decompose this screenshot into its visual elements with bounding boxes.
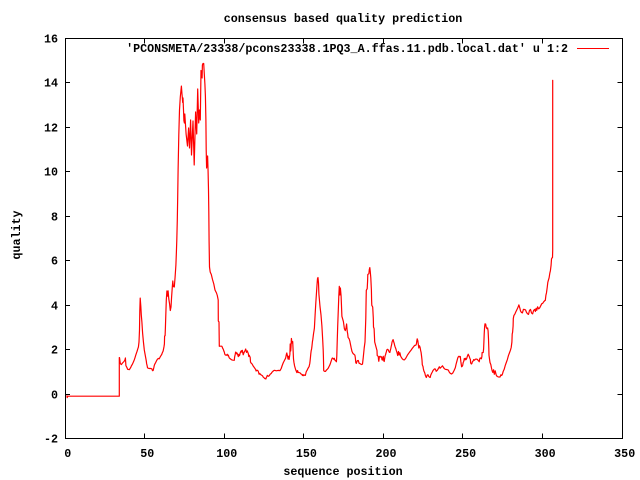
svg-text:6: 6 (51, 255, 58, 269)
svg-text:4: 4 (51, 300, 58, 314)
svg-text:0: 0 (64, 447, 71, 461)
svg-text:quality: quality (10, 210, 24, 259)
svg-text:12: 12 (44, 122, 58, 136)
svg-text:10: 10 (44, 166, 58, 180)
svg-text:250: 250 (455, 447, 476, 461)
svg-text:200: 200 (375, 447, 396, 461)
svg-text:consensus based quality predic: consensus based quality prediction (224, 12, 462, 26)
svg-text:350: 350 (614, 447, 635, 461)
svg-text:150: 150 (296, 447, 317, 461)
svg-text:2: 2 (51, 344, 58, 358)
svg-text:50: 50 (140, 447, 154, 461)
svg-text:8: 8 (51, 211, 58, 225)
svg-text:-2: -2 (44, 433, 58, 447)
svg-text:300: 300 (535, 447, 556, 461)
svg-text:0: 0 (51, 389, 58, 403)
svg-text:14: 14 (44, 77, 58, 91)
svg-text:sequence position: sequence position (283, 465, 402, 479)
svg-text:100: 100 (216, 447, 237, 461)
svg-text:16: 16 (44, 33, 58, 47)
svg-text:'PCONSMETA/23338/pcons23338.1P: 'PCONSMETA/23338/pcons23338.1PQ3_A.ffas.… (126, 42, 568, 56)
